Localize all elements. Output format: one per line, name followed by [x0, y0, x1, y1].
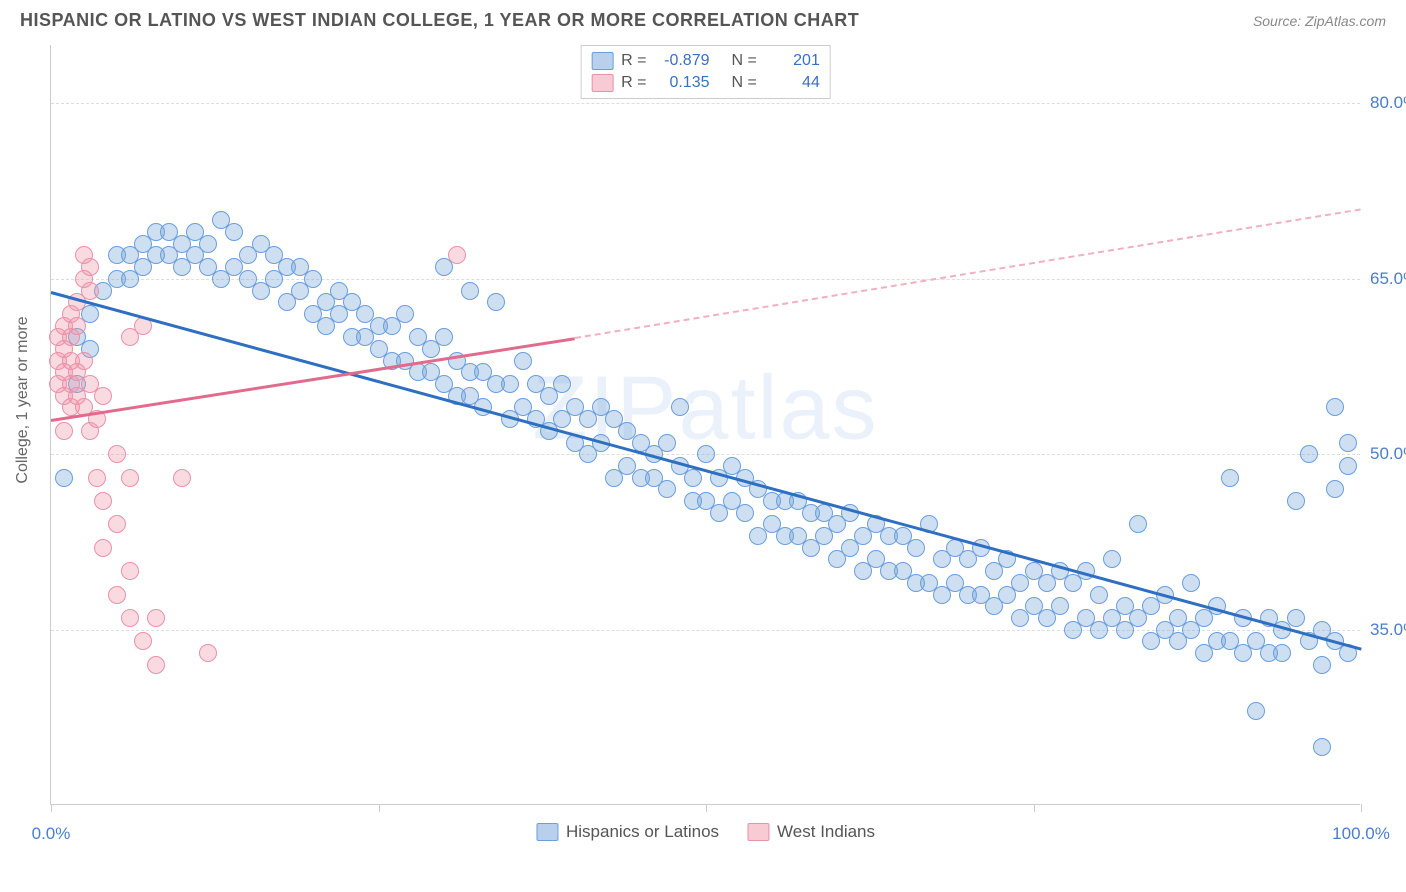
scatter-point [1090, 586, 1108, 604]
scatter-point [1051, 597, 1069, 615]
scatter-point [68, 317, 86, 335]
gridline [51, 103, 1360, 104]
y-tick-label: 35.0% [1370, 620, 1406, 640]
y-tick-label: 80.0% [1370, 93, 1406, 113]
x-tick [706, 804, 707, 812]
scatter-point [81, 282, 99, 300]
trend-line [51, 291, 1362, 651]
scatter-point [199, 235, 217, 253]
series-legend: Hispanics or Latinos West Indians [536, 822, 875, 842]
legend-r-value: 0.135 [655, 74, 710, 92]
legend-swatch [747, 823, 769, 841]
scatter-point [94, 539, 112, 557]
scatter-point [487, 293, 505, 311]
scatter-point [907, 539, 925, 557]
scatter-point [108, 586, 126, 604]
y-tick-label: 65.0% [1370, 269, 1406, 289]
legend-r-value: -0.879 [655, 52, 710, 70]
x-tick [51, 804, 52, 812]
scatter-point [199, 644, 217, 662]
scatter-point [553, 375, 571, 393]
legend-n-label: N = [732, 52, 757, 70]
scatter-point [658, 434, 676, 452]
x-tick [1034, 804, 1035, 812]
y-axis-label: College, 1 year or more [14, 316, 32, 483]
legend-row: R = 0.135 N = 44 [591, 72, 820, 94]
chart-plot-area: ZIPatlas R =-0.879N =201R =0.135N =44 Hi… [50, 45, 1360, 805]
scatter-point [501, 375, 519, 393]
scatter-point [225, 223, 243, 241]
scatter-point [1326, 480, 1344, 498]
scatter-point [1313, 656, 1331, 674]
scatter-point [121, 562, 139, 580]
scatter-point [1103, 550, 1121, 568]
legend-swatch [591, 52, 613, 70]
scatter-point [1221, 469, 1239, 487]
legend-series-label: Hispanics or Latinos [566, 822, 719, 842]
scatter-point [304, 270, 322, 288]
scatter-point [697, 445, 715, 463]
legend-n-value: 44 [765, 74, 820, 92]
scatter-point [1339, 457, 1357, 475]
x-tick [379, 804, 380, 812]
scatter-point [94, 387, 112, 405]
scatter-point [55, 422, 73, 440]
scatter-point [435, 328, 453, 346]
scatter-point [147, 656, 165, 674]
scatter-point [108, 445, 126, 463]
scatter-point [1247, 702, 1265, 720]
scatter-point [1129, 515, 1147, 533]
scatter-point [396, 305, 414, 323]
y-tick-label: 50.0% [1370, 444, 1406, 464]
scatter-point [1300, 445, 1318, 463]
scatter-point [1287, 492, 1305, 510]
scatter-point [736, 504, 754, 522]
legend-row: R = -0.879 N = 201 [591, 50, 820, 72]
legend-series-item: Hispanics or Latinos [536, 822, 719, 842]
scatter-point [121, 609, 139, 627]
legend-swatch [591, 74, 613, 92]
scatter-point [134, 632, 152, 650]
scatter-point [1287, 609, 1305, 627]
legend-n-value: 201 [765, 52, 820, 70]
scatter-point [121, 469, 139, 487]
correlation-legend: R = -0.879 N = 201 R = 0.135 N = 44 [580, 45, 831, 99]
scatter-point [108, 515, 126, 533]
scatter-point [671, 398, 689, 416]
x-tick-label: 0.0% [32, 824, 71, 844]
chart-title: HISPANIC OR LATINO VS WEST INDIAN COLLEG… [20, 10, 859, 31]
legend-swatch [536, 823, 558, 841]
scatter-point [81, 258, 99, 276]
scatter-point [684, 469, 702, 487]
scatter-point [461, 282, 479, 300]
legend-r-label: R = [621, 74, 646, 92]
scatter-point [1313, 738, 1331, 756]
x-tick-label: 100.0% [1332, 824, 1390, 844]
scatter-point [658, 480, 676, 498]
trend-line-dashed [575, 209, 1361, 340]
scatter-point [88, 469, 106, 487]
scatter-point [55, 469, 73, 487]
scatter-point [173, 469, 191, 487]
source-label: Source: ZipAtlas.com [1253, 13, 1386, 29]
legend-r-label: R = [621, 52, 646, 70]
scatter-point [1339, 434, 1357, 452]
legend-series-item: West Indians [747, 822, 875, 842]
x-tick [1361, 804, 1362, 812]
scatter-point [514, 352, 532, 370]
legend-n-label: N = [732, 74, 757, 92]
scatter-point [1326, 398, 1344, 416]
legend-series-label: West Indians [777, 822, 875, 842]
scatter-point [147, 609, 165, 627]
scatter-point [94, 492, 112, 510]
scatter-point [448, 246, 466, 264]
scatter-point [1273, 644, 1291, 662]
scatter-point [1182, 574, 1200, 592]
scatter-point [75, 352, 93, 370]
